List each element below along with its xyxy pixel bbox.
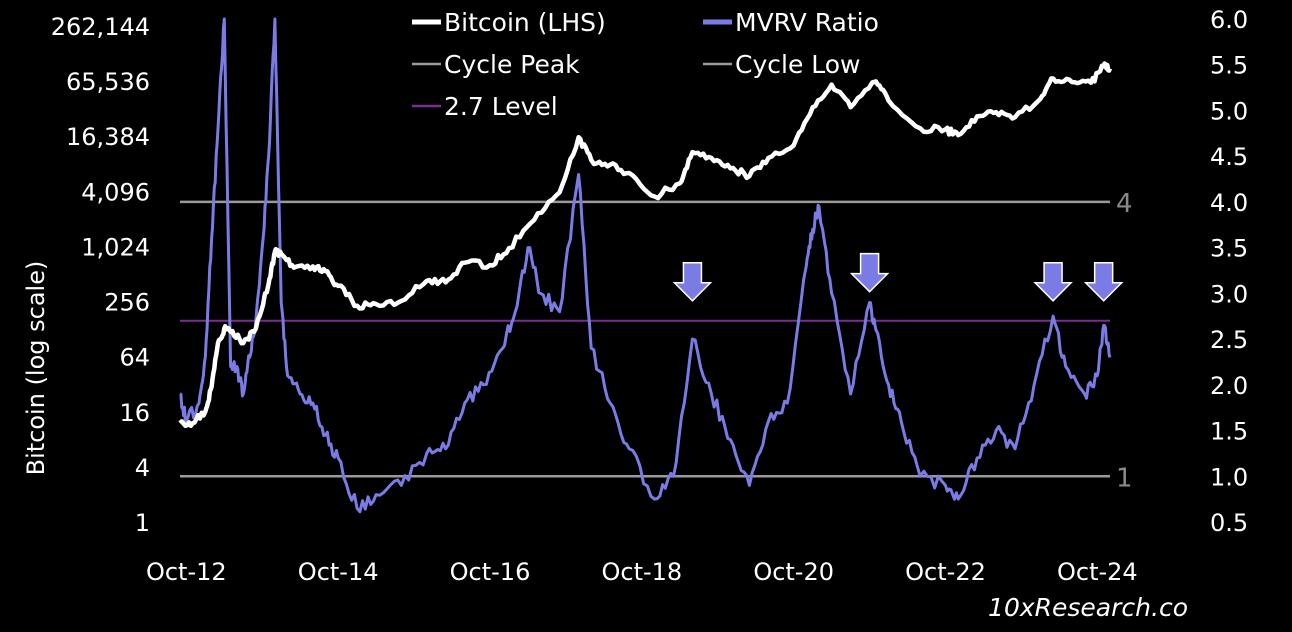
left-axis-label: Bitcoin (log scale) <box>22 261 50 476</box>
right-tick-label: 5.5 <box>1210 52 1248 80</box>
cycle-low-label: 1 <box>1116 463 1133 493</box>
down-arrow-icon <box>849 252 890 293</box>
bitcoin-line <box>178 61 1113 429</box>
right-tick-label: 2.0 <box>1210 372 1248 400</box>
left-tick-label: 262,144 <box>51 13 150 41</box>
right-tick-label: 1.5 <box>1210 418 1248 446</box>
legend-label-cycle-peak: Cycle Peak <box>444 50 580 79</box>
legend-label-mvrv: MVRV Ratio <box>735 8 879 37</box>
right-tick-label: 4.0 <box>1210 189 1248 217</box>
x-axis-ticks: Oct-12 Oct-14 Oct-16 Oct-18 Oct-20 Oct-22 Oct-… <box>146 558 1138 586</box>
x-tick-label: Oct-14 <box>298 558 379 586</box>
x-tick-label: Oct-22 <box>905 558 986 586</box>
legend-label-cycle-low: Cycle Low <box>735 50 861 79</box>
legend-label-bitcoin: Bitcoin (LHS) <box>444 8 606 37</box>
right-axis-ticks: 0.5 1.0 1.5 2.0 2.5 3.0 3.5 4.0 4.5 5.0 5.5 6.0 <box>1210 6 1248 537</box>
legend-label-2-7-level: 2.7 Level <box>444 92 558 121</box>
left-tick-label: 4 <box>135 454 150 482</box>
x-tick-label: Oct-24 <box>1057 558 1138 586</box>
right-tick-label: 3.5 <box>1210 235 1248 263</box>
right-tick-label: 3.0 <box>1210 280 1248 308</box>
left-tick-label: 64 <box>119 344 150 372</box>
bitcoin-series <box>178 61 1113 429</box>
left-tick-label: 16,384 <box>66 123 150 151</box>
x-tick-label: Oct-18 <box>601 558 682 586</box>
annotation-arrows <box>672 252 1124 302</box>
x-tick-label: Oct-16 <box>450 558 531 586</box>
right-tick-label: 0.5 <box>1210 509 1248 537</box>
reference-lines: 41 <box>180 189 1133 493</box>
left-tick-label: 256 <box>104 289 150 317</box>
down-arrow-icon <box>1083 262 1124 302</box>
left-tick-label: 4,096 <box>81 178 150 206</box>
right-tick-label: 5.0 <box>1210 97 1248 125</box>
down-arrow-icon <box>672 262 713 302</box>
left-tick-label: 1,024 <box>81 233 150 261</box>
left-tick-label: 65,536 <box>66 68 150 96</box>
right-tick-label: 2.5 <box>1210 326 1248 354</box>
right-tick-label: 6.0 <box>1210 6 1248 34</box>
right-tick-label: 1.0 <box>1210 463 1248 491</box>
x-tick-label: Oct-20 <box>753 558 834 586</box>
left-tick-label: 16 <box>119 399 150 427</box>
down-arrow-icon <box>1033 262 1073 302</box>
x-tick-label: Oct-12 <box>146 558 227 586</box>
credit-text: 10xResearch.co <box>988 593 1188 622</box>
left-tick-label: 1 <box>135 509 150 537</box>
right-tick-label: 4.5 <box>1210 143 1248 171</box>
cycle-peak-label: 4 <box>1116 189 1133 219</box>
legend: Bitcoin (LHS) MVRV Ratio Cycle Peak Cycl… <box>412 8 879 121</box>
left-axis-ticks: 1 4 16 64 256 1,024 4,096 16,384 65,536 262,144 <box>51 13 150 537</box>
